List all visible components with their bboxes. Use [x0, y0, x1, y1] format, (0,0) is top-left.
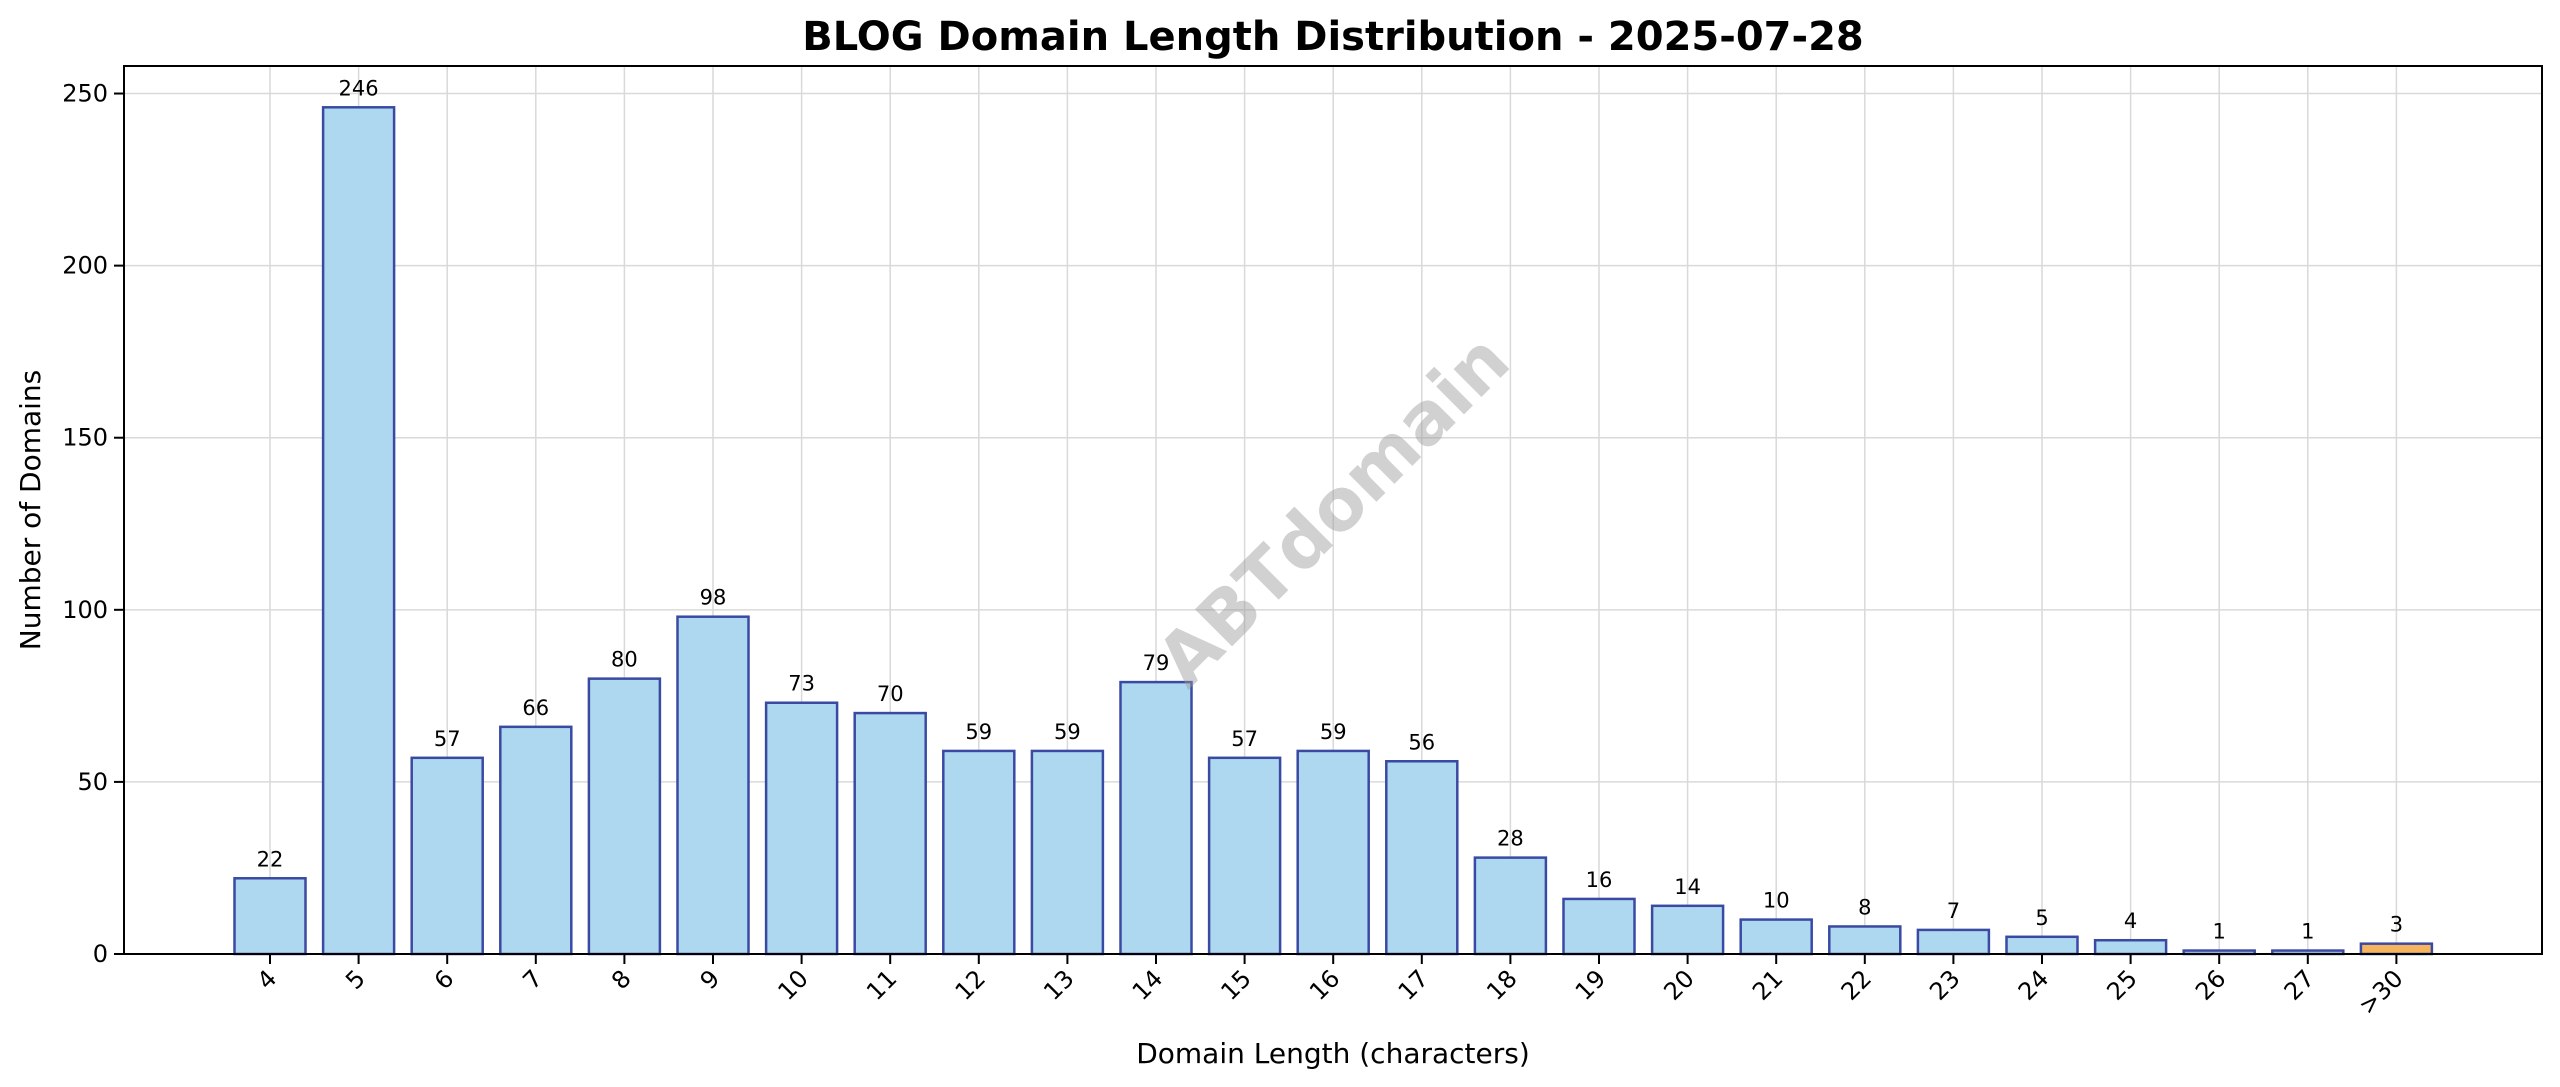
x-tick-label: 22: [1836, 964, 1877, 1005]
bar-4: [233, 877, 307, 956]
bar-value-label: 79: [1143, 651, 1170, 675]
x-tick-label: 15: [1215, 964, 1256, 1005]
x-axis-ticks: 4 5 6 7 8 9 10 11 12 13 14 15 16 17 18 19 20 21 22 23 24 25 26…: [252, 954, 2409, 1020]
bar-value-label: 66: [522, 696, 549, 720]
bar-22: [1828, 925, 1902, 956]
bars: [233, 106, 2434, 956]
bar-value-label: 57: [434, 727, 461, 751]
bar-value-label: 70: [877, 682, 904, 706]
bar-value-label: 59: [965, 720, 992, 744]
y-tick-label: 150: [62, 424, 108, 452]
bar-value-label: 98: [700, 586, 727, 610]
bar-19: [1562, 897, 1636, 956]
bar-14: [1119, 680, 1193, 956]
bar-17: [1385, 760, 1459, 956]
bar-18: [1473, 856, 1548, 956]
bar-24: [2005, 935, 2079, 956]
bar-value-label: 14: [1674, 875, 1701, 899]
bar-10: [764, 701, 839, 956]
bar-12: [942, 749, 1016, 956]
x-tick-label: 11: [861, 964, 902, 1005]
bar-value-label: 5: [2035, 906, 2048, 930]
bar-value-label: 10: [1763, 889, 1790, 913]
bar-value-label: 1: [2213, 920, 2226, 944]
x-tick-label: 17: [1393, 964, 1434, 1005]
y-tick-label: 50: [77, 768, 108, 796]
bar-21: [1739, 918, 1813, 956]
x-tick-label: 26: [2190, 964, 2231, 1005]
x-tick-label: 8: [606, 964, 637, 995]
bar-7: [499, 725, 573, 956]
x-tick-label: 24: [2013, 964, 2054, 1005]
bar-16: [1296, 749, 1370, 956]
bar-value-label: 28: [1497, 827, 1524, 851]
x-axis-label: Domain Length (characters): [1136, 1037, 1530, 1070]
bar-value-label: 246: [339, 76, 379, 100]
bar-value-label: 7: [1947, 899, 1960, 923]
x-tick-label: 10: [772, 964, 813, 1005]
y-tick-label: 100: [62, 596, 108, 624]
bar-value-label: 1: [2301, 920, 2314, 944]
y-tick-label: 0: [93, 940, 108, 968]
x-tick-label: 16: [1304, 964, 1345, 1005]
x-tick-label: 20: [1658, 964, 1699, 1005]
x-tick-label: 4: [252, 964, 283, 995]
bar-20: [1650, 904, 1725, 956]
bar-8: [587, 677, 662, 956]
x-tick-label: 7: [517, 964, 548, 995]
x-tick-label: 12: [950, 964, 991, 1005]
bar-value-label: 4: [2124, 909, 2137, 933]
bar->30: [2359, 942, 2434, 956]
y-axis-label: Number of Domains: [14, 370, 47, 651]
x-tick-label: 25: [2101, 964, 2142, 1005]
bar-23: [1916, 928, 1991, 956]
bar-value-label: 3: [2390, 913, 2403, 937]
bar-value-label: 59: [1054, 720, 1081, 744]
x-tick-label: 19: [1570, 964, 1611, 1005]
bar-value-label: 59: [1320, 720, 1347, 744]
bar-value-label: 16: [1586, 868, 1613, 892]
x-tick-label: 23: [1924, 964, 1965, 1005]
y-tick-label: 250: [62, 80, 108, 108]
x-tick-label: 18: [1481, 964, 1522, 1005]
bar-value-label: 80: [611, 648, 638, 672]
x-tick-label: 13: [1038, 964, 1079, 1005]
bar-5: [321, 106, 396, 956]
x-tick-label: 9: [695, 964, 726, 995]
bar-9: [676, 615, 750, 956]
bar-15: [1207, 756, 1282, 956]
bar-value-label: 8: [1858, 895, 1871, 919]
x-tick-label: 14: [1127, 964, 1168, 1005]
bar-value-label: 57: [1231, 727, 1258, 751]
y-axis-ticks: 0 50 100 150 200 250: [62, 80, 124, 968]
x-tick-label: 5: [340, 964, 371, 995]
bar-value-label: 73: [788, 672, 815, 696]
y-tick-label: 200: [62, 252, 108, 280]
bar-value-label: 56: [1408, 730, 1435, 754]
x-tick-label: >30: [2353, 964, 2409, 1020]
bar-25: [2093, 938, 2168, 956]
bar-6: [410, 756, 484, 956]
x-tick-label: 21: [1747, 964, 1788, 1005]
x-tick-label: 6: [429, 964, 460, 995]
bar-13: [1030, 749, 1105, 956]
bar-11: [853, 711, 927, 956]
chart-title: BLOG Domain Length Distribution - 2025-0…: [802, 14, 1864, 60]
bar-value-label: 22: [257, 847, 284, 871]
x-tick-label: 27: [2279, 964, 2320, 1005]
